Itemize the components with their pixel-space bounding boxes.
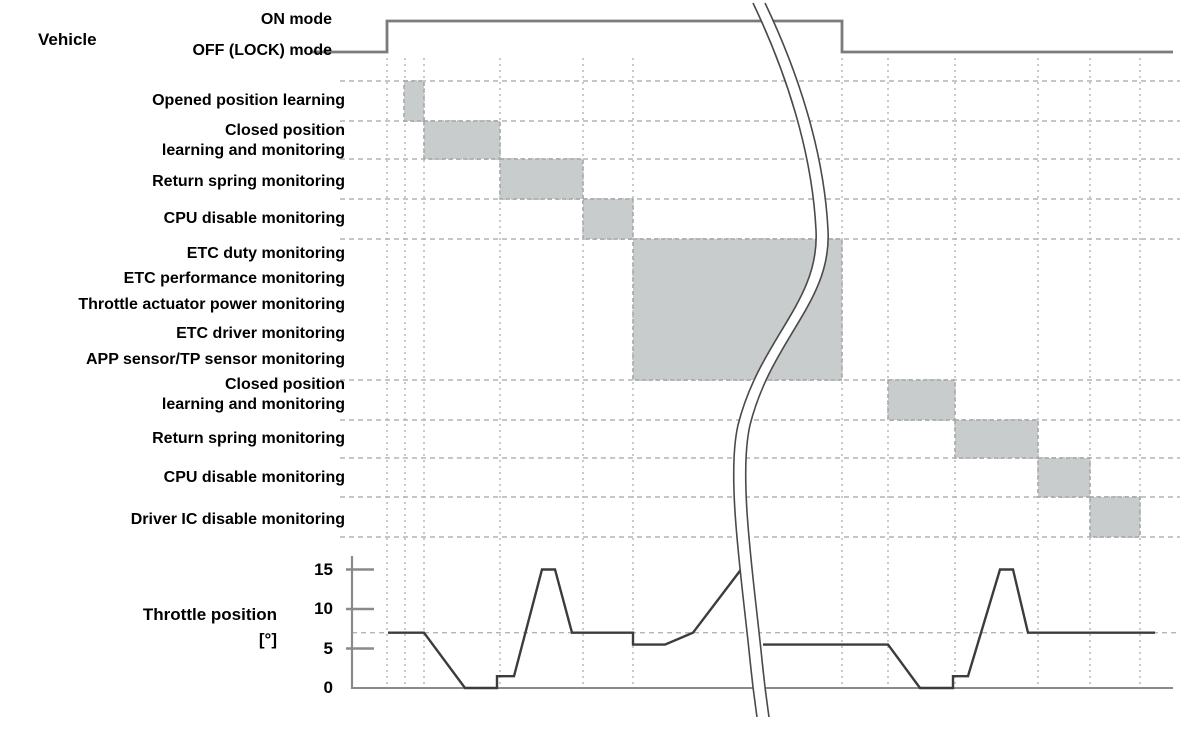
row-label-closed-position-learning-1: Closed position learning and monitoring	[161, 122, 345, 159]
monitoring-active-block	[423, 120, 501, 160]
throttle-position-trace	[763, 568, 1155, 690]
ytick-label-10: 10	[314, 599, 333, 618]
monitoring-active-block	[632, 238, 843, 381]
row-label-closed-position-learning-2: Closed position learning and monitoring	[161, 376, 345, 413]
throttle-position-trace	[388, 568, 742, 690]
monitoring-active-block	[403, 80, 425, 122]
time-break-mask	[734, 0, 828, 718]
row-label-throttle-actuator-power-monitoring: Throttle actuator power monitoring	[78, 296, 345, 313]
row-label-etc-driver-monitoring: ETC driver monitoring	[176, 325, 345, 342]
monitoring-active-block	[582, 198, 634, 240]
row-label-return-spring-monitoring-2: Return spring monitoring	[152, 430, 345, 447]
row-label-etc-duty-monitoring: ETC duty monitoring	[186, 245, 345, 262]
monitoring-active-block	[1037, 457, 1091, 498]
row-label-cpu-disable-monitoring-2: CPU disable monitoring	[163, 469, 345, 486]
monitoring-active-block	[1089, 496, 1141, 538]
vehicle-on-mode-label: ON mode	[260, 11, 332, 28]
throttle-unit-label: [°]	[258, 630, 277, 649]
vehicle-mode-signal-line	[310, 19, 1173, 54]
vehicle-off-mode-label: OFF (LOCK) mode	[192, 42, 332, 59]
row-label-opened-position-learning: Opened position learning	[152, 92, 345, 109]
row-label-return-spring-monitoring-1: Return spring monitoring	[152, 173, 345, 190]
monitoring-active-block	[887, 379, 956, 421]
row-label-app-tp-sensor-monitoring: APP sensor/TP sensor monitoring	[85, 351, 345, 368]
ytick-label-0: 0	[323, 678, 333, 697]
ytick-label-5: 5	[323, 639, 333, 658]
row-label-etc-performance-monitoring: ETC performance monitoring	[123, 270, 345, 287]
row-label-cpu-disable-monitoring-1: CPU disable monitoring	[163, 210, 345, 227]
monitoring-active-block	[499, 158, 584, 200]
ytick-label-15: 15	[314, 560, 333, 579]
row-label-driver-ic-disable-monitoring: Driver IC disable monitoring	[130, 511, 345, 528]
throttle-position-axis-label: Throttle position	[142, 605, 277, 624]
time-break-right-curve	[744, 2, 829, 718]
vehicle-label: Vehicle	[38, 30, 97, 49]
monitoring-active-block	[954, 419, 1039, 459]
time-break-left-curve	[732, 2, 817, 718]
